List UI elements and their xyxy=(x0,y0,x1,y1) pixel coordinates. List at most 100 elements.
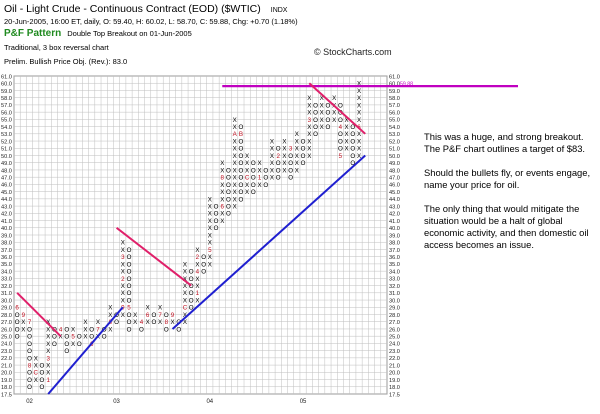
x-box: X xyxy=(320,110,324,117)
x-box: X xyxy=(257,160,261,167)
x-box: X xyxy=(158,319,162,326)
y-tick-label-left: 41.0 xyxy=(1,219,12,225)
y-tick-label-left: 40.0 xyxy=(1,226,12,232)
o-box: O xyxy=(89,334,94,341)
o-box: O xyxy=(313,131,318,138)
x-box: X xyxy=(357,102,361,109)
x-box: X xyxy=(282,167,286,174)
y-tick-label-left: 30.0 xyxy=(1,298,12,304)
x-box: X xyxy=(96,319,100,326)
x-box: X xyxy=(183,269,187,276)
month-marker: C xyxy=(34,370,39,377)
o-box: O xyxy=(263,175,268,182)
o-box: O xyxy=(338,117,343,124)
y-tick-label-left: 60.0 xyxy=(1,82,12,88)
o-box: O xyxy=(214,203,219,210)
o-box: O xyxy=(226,182,231,189)
o-box: O xyxy=(238,153,243,160)
y-tick-label-right: 38.0 xyxy=(389,241,400,247)
y-tick-label-right: 50.0 xyxy=(389,154,400,160)
x-box: X xyxy=(357,138,361,145)
o-box: O xyxy=(226,211,231,218)
x-box: X xyxy=(34,377,38,384)
month-marker: 5 xyxy=(339,153,343,160)
y-tick-label-right: 36.0 xyxy=(389,255,400,261)
y-tick-label-right: 25.0 xyxy=(389,334,400,340)
x-tick-label: 02 xyxy=(26,399,33,405)
x-box: X xyxy=(233,153,237,160)
y-tick-label-right: 17.5 xyxy=(389,392,400,398)
o-box: O xyxy=(127,319,132,326)
x-box: X xyxy=(46,341,50,348)
month-marker: 5 xyxy=(208,247,212,254)
month-marker: A xyxy=(233,131,238,138)
x-box: X xyxy=(34,362,38,369)
o-box: O xyxy=(263,182,268,189)
x-box: X xyxy=(133,312,137,319)
month-marker: 7 xyxy=(28,319,32,326)
x-box: X xyxy=(183,261,187,268)
y-tick-label-right: 35.0 xyxy=(389,262,400,268)
x-box: X xyxy=(195,247,199,254)
o-box: O xyxy=(127,254,132,261)
o-box: O xyxy=(151,312,156,319)
o-box: O xyxy=(189,305,194,312)
ohlc-line: 20-Jun-2005, 16:00 ET, daily, O: 59.40, … xyxy=(4,17,298,26)
x-box: X xyxy=(83,334,87,341)
y-tick-label-left: 22.0 xyxy=(1,356,12,362)
x-box: X xyxy=(233,175,237,182)
x-box: X xyxy=(345,138,349,145)
month-marker: 4 xyxy=(196,269,200,276)
y-tick-label-left: 23.0 xyxy=(1,349,12,355)
x-box: X xyxy=(357,88,361,95)
o-box: O xyxy=(15,319,20,326)
x-box: X xyxy=(121,290,125,297)
stockcharts-watermark: © StockCharts.com xyxy=(314,47,392,57)
x-box: X xyxy=(83,326,87,333)
o-box: O xyxy=(102,334,107,341)
o-box: O xyxy=(27,355,32,362)
o-box: O xyxy=(251,175,256,182)
y-tick-label-right: 31.0 xyxy=(389,291,400,297)
y-tick-label-right: 60.0 xyxy=(389,82,400,88)
month-marker: 6 xyxy=(221,203,225,210)
y-tick-label-right: 52.0 xyxy=(389,139,400,145)
o-box: O xyxy=(251,167,256,174)
o-box: O xyxy=(27,334,32,341)
o-box: O xyxy=(127,283,132,290)
x-box: X xyxy=(295,167,299,174)
x-box: X xyxy=(183,276,187,283)
y-tick-label-left: 33.0 xyxy=(1,277,12,283)
x-box: X xyxy=(320,95,324,102)
o-box: O xyxy=(238,182,243,189)
month-marker: 8 xyxy=(221,175,225,182)
y-tick-label-right: 30.0 xyxy=(389,298,400,304)
x-box: X xyxy=(71,341,75,348)
price-objective-line: Prelim. Bullish Price Obj. (Rev.): 83.0 xyxy=(4,57,128,66)
o-box: O xyxy=(27,341,32,348)
o-box: O xyxy=(238,189,243,196)
x-box: X xyxy=(357,117,361,124)
o-box: O xyxy=(238,138,243,145)
x-box: X xyxy=(282,146,286,153)
x-box: X xyxy=(233,167,237,174)
y-tick-label-right: 27.0 xyxy=(389,320,400,326)
o-box: O xyxy=(251,160,256,167)
x-box: X xyxy=(34,355,38,362)
o-box: O xyxy=(301,153,306,160)
x-box: X xyxy=(170,319,174,326)
y-tick-label-left: 21.0 xyxy=(1,363,12,369)
support-trendline xyxy=(47,306,124,395)
x-box: X xyxy=(220,196,224,203)
o-box: O xyxy=(164,326,169,333)
o-box: O xyxy=(127,290,132,297)
x-box: X xyxy=(195,276,199,283)
month-marker: 6 xyxy=(15,305,19,312)
o-box: O xyxy=(89,326,94,333)
month-marker: 7 xyxy=(158,312,162,319)
o-box: O xyxy=(276,175,281,182)
x-box: X xyxy=(208,196,212,203)
x-box: X xyxy=(71,326,75,333)
y-tick-label-left: 19.0 xyxy=(1,378,12,384)
